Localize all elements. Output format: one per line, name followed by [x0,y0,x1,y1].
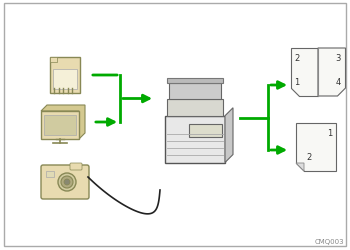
Text: CMQ003: CMQ003 [314,238,344,244]
Polygon shape [296,163,304,171]
FancyBboxPatch shape [41,165,89,199]
Text: 2: 2 [294,54,300,63]
Polygon shape [41,106,85,140]
Polygon shape [50,58,57,63]
Polygon shape [318,49,345,96]
FancyBboxPatch shape [167,78,223,84]
Text: 2: 2 [306,152,311,161]
FancyBboxPatch shape [70,163,82,170]
Text: 3: 3 [335,54,341,63]
FancyBboxPatch shape [50,58,80,94]
Text: 1: 1 [327,128,332,138]
Text: 1: 1 [294,78,300,87]
Circle shape [64,179,70,185]
FancyBboxPatch shape [41,112,79,140]
Polygon shape [296,124,336,171]
FancyBboxPatch shape [169,84,221,99]
FancyBboxPatch shape [46,171,54,177]
FancyBboxPatch shape [53,70,77,90]
FancyBboxPatch shape [4,4,346,246]
FancyBboxPatch shape [44,116,76,136]
FancyBboxPatch shape [165,116,225,163]
Polygon shape [225,108,233,163]
Polygon shape [290,49,318,96]
FancyBboxPatch shape [167,99,223,116]
Circle shape [61,176,73,188]
Circle shape [58,173,76,191]
Text: 4: 4 [335,78,341,87]
FancyBboxPatch shape [189,125,222,138]
